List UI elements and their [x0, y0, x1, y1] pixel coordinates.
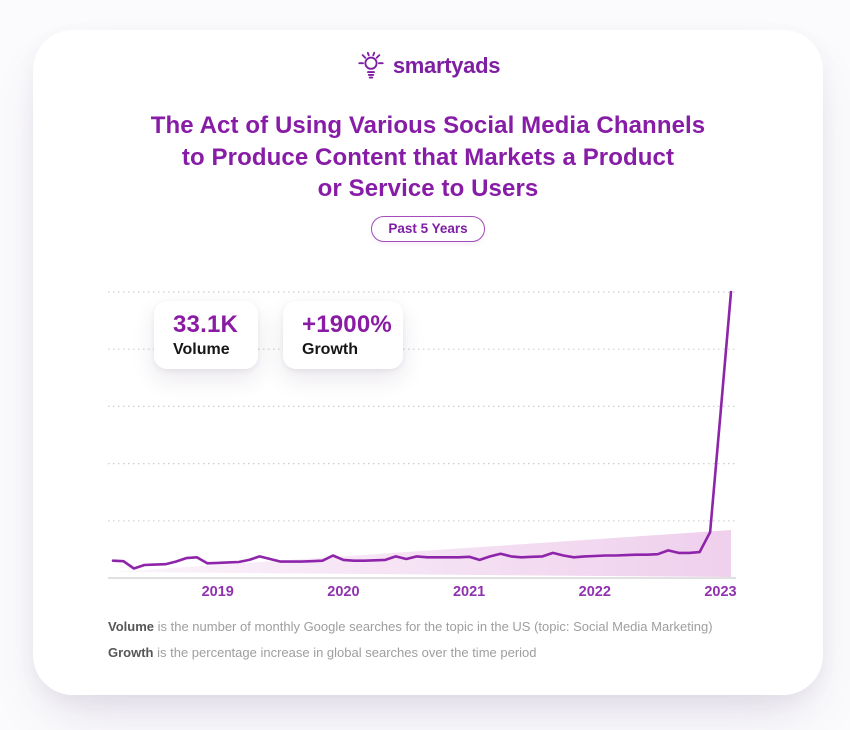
x-axis-label: 2021 [453, 584, 485, 600]
volume-note-term: Volume [108, 619, 154, 634]
growth-note-term: Growth [108, 645, 154, 660]
growth-note: Growth is the percentage increase in glo… [108, 645, 773, 661]
trend-area-wedge [113, 530, 731, 577]
title-line-3: or Service to Users [317, 175, 539, 202]
volume-value: 33.1K [173, 311, 239, 338]
badge-row: Past 5 Years [33, 215, 823, 242]
brand-name: smartyads [392, 53, 501, 78]
volume-note: Volume is the number of monthly Google s… [108, 619, 773, 635]
volume-label: Volume [173, 341, 230, 358]
title-line-2: to Produce Content that Markets a Produc… [181, 143, 675, 171]
growth-value: +1900% [302, 311, 392, 338]
period-badge: Past 5 Years [371, 215, 485, 242]
volume-note-text: is the number of monthly Google searches… [154, 619, 713, 634]
growth-stat-card: +1900% Growth [283, 301, 403, 369]
x-axis-label: 2023 [704, 584, 736, 600]
growth-note-text: is the percentage increase in global sea… [153, 645, 537, 660]
trend-chart: 2019 2020 2021 2022 2023 33.1K Volume +1900%… [90, 278, 760, 608]
x-axis-label: 2022 [579, 584, 611, 600]
infographic-card: smartyads The Act of Using Various Socia… [33, 30, 823, 695]
growth-label: Growth [302, 341, 358, 358]
volume-stat-card: 33.1K Volume [154, 301, 258, 369]
footnotes: Volume is the number of monthly Google s… [108, 619, 773, 671]
x-axis-label: 2019 [202, 584, 234, 600]
lightbulb-icon [358, 51, 384, 79]
trend-line [111, 290, 733, 570]
title-line-1: The Act of Using Various Social Media Ch… [150, 112, 706, 139]
x-axis-label: 2020 [327, 584, 359, 600]
page-title: The Act of Using Various Social Media Ch… [33, 110, 823, 205]
brand-logo: smartyads [33, 48, 823, 84]
trend-chart-svg: 2019 2020 2021 2022 2023 [108, 290, 737, 600]
